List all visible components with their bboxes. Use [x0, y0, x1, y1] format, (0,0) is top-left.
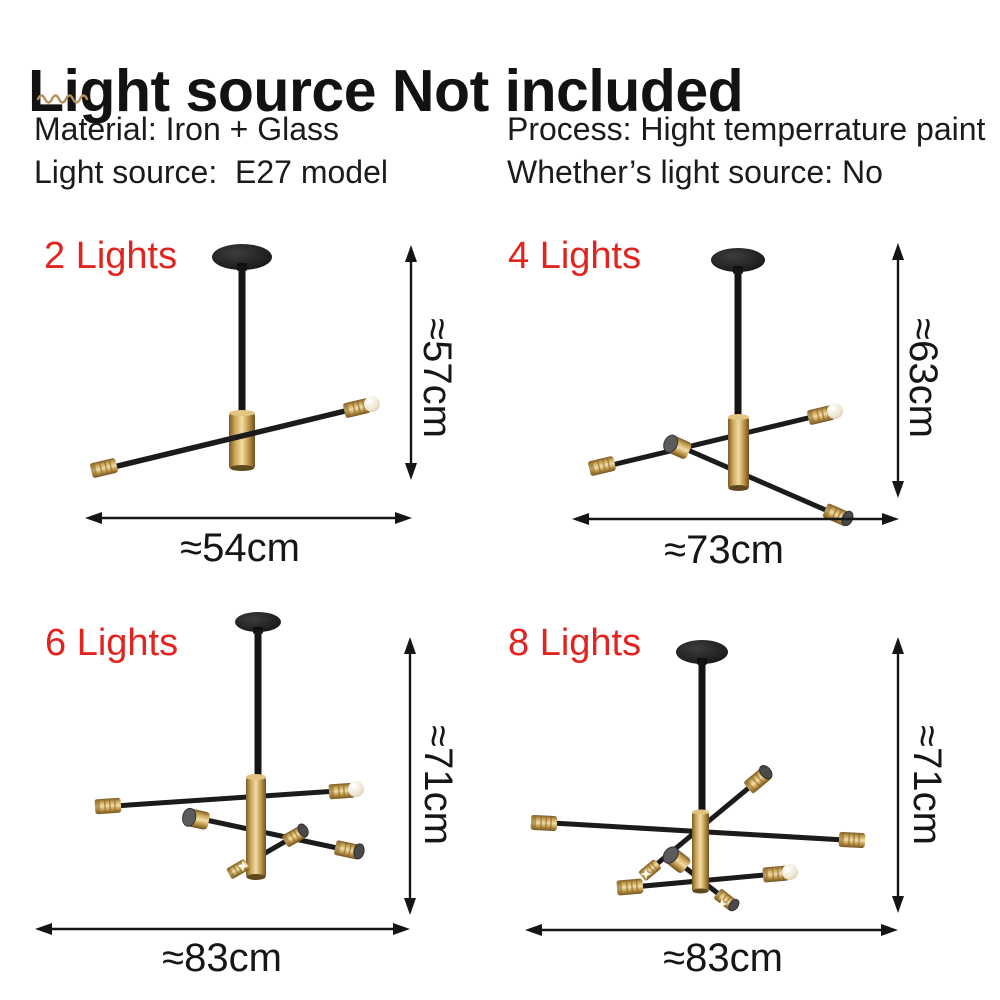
stem-rod [254, 630, 262, 780]
brass-hub [728, 414, 749, 491]
variant-panel-8-lights: 8 Lights ≈71cm ≈83cm [500, 600, 1000, 1000]
width-dimension-label: ≈83cm [663, 936, 783, 980]
lamp-figure-6-lights [35, 612, 416, 935]
lamp-figure-2-lights [85, 244, 417, 524]
bulb [782, 864, 798, 880]
height-dimension-arrow [404, 637, 416, 915]
spec-process: Process: Hight temperrature paint [507, 111, 986, 147]
lamp-figure-8-lights [525, 637, 904, 936]
page-title: Light source Not included [28, 57, 744, 124]
bulb [827, 403, 843, 419]
width-dimension-label: ≈73cm [664, 528, 784, 572]
lamp-socket [615, 877, 645, 897]
bulb [364, 396, 380, 412]
height-dimension-label: ≈71cm [416, 725, 460, 845]
width-dimension-arrow [35, 923, 410, 935]
bulb [348, 781, 364, 797]
stem-rod [734, 268, 742, 418]
width-dimension-label: ≈54cm [180, 526, 300, 570]
height-dimension-label: ≈57cm [415, 318, 459, 438]
lamp-arm [592, 409, 836, 472]
lamp-arm [671, 441, 847, 521]
width-dimension-arrow [525, 924, 898, 936]
height-dimension-arrow [892, 637, 904, 913]
spec-material: Material: Iron + Glass [34, 111, 339, 147]
width-dimension-arrow [85, 512, 412, 524]
height-dimension-label: ≈71cm [905, 725, 949, 845]
brass-hub [246, 774, 266, 880]
lamp-socket [334, 839, 366, 861]
height-dimension-arrow [405, 245, 417, 480]
variant-label: 8 Lights [508, 622, 642, 664]
lamp-socket [93, 796, 123, 816]
width-dimension-arrow [572, 513, 899, 525]
brass-hub [692, 809, 709, 894]
title-underline-squiggle-icon [36, 94, 89, 104]
width-dimension-label: ≈83cm [162, 936, 282, 980]
spec-whether: Whether’s light source: No [507, 154, 883, 190]
variant-label: 4 Lights [508, 235, 642, 277]
lamp-figure-4-lights [572, 243, 904, 600]
variant-panel-4-lights: 4 Lights ≈63cm ≈73cm [500, 210, 1000, 600]
lamp-socket [822, 502, 855, 528]
stem-rod [698, 660, 706, 813]
lamp-socket [660, 432, 694, 461]
variant-label: 6 Lights [45, 622, 179, 664]
height-dimension-arrow [892, 243, 904, 498]
variant-panel-2-lights: 2 Lights ≈57cm ≈54cm [0, 210, 500, 600]
spec-light-source: Light source: E27 model [34, 154, 388, 190]
stem-rod [238, 266, 246, 416]
lamp-socket [88, 456, 120, 480]
height-dimension-label: ≈63cm [901, 318, 945, 438]
lamp-socket [529, 814, 559, 832]
lamp-arm [94, 402, 373, 474]
lamp-arm [97, 787, 355, 810]
lamp-socket [180, 806, 212, 831]
lamp-socket [586, 454, 618, 478]
lamp-arm [189, 814, 359, 855]
brass-hub [229, 410, 255, 471]
variant-panel-6-lights: 6 Lights ≈71cm ≈83cm [0, 600, 500, 1000]
lamp-socket [837, 831, 867, 849]
variant-label: 2 Lights [44, 235, 178, 277]
